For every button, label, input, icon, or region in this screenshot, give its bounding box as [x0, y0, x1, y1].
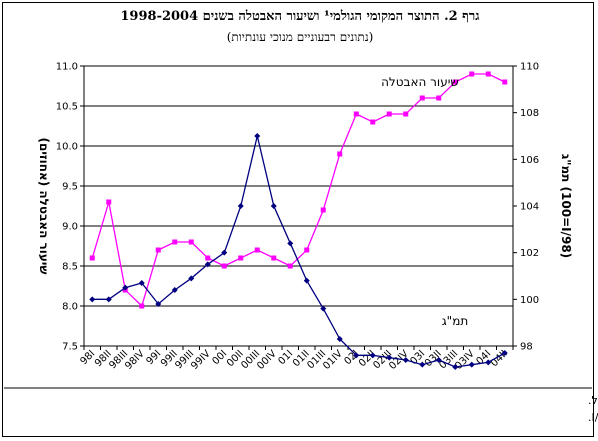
right-tick-label: 108 — [520, 108, 539, 119]
x-tick-label: 99IV — [189, 348, 213, 372]
gdp-point — [122, 284, 129, 291]
plot-area — [83, 65, 514, 347]
gdp-point — [105, 296, 112, 303]
gdp-point — [270, 203, 277, 209]
gdp-point — [369, 352, 376, 359]
unemployment-point — [469, 71, 475, 77]
unemployment-point — [304, 247, 310, 253]
x-tick-label: 00IV — [255, 348, 279, 372]
left-axis-ticks: 7.5 8.0 8.5 9.0 9.5 10.0 10.5 11.0 — [56, 62, 84, 353]
series-layer — [89, 71, 508, 370]
gdp-point — [155, 301, 162, 307]
left-tick-label: 8.5 — [62, 262, 78, 273]
unemployment-point — [155, 247, 161, 253]
unemployment-point — [221, 263, 227, 269]
right-tick-label: 100 — [520, 295, 539, 306]
x-axis-ticks: 98I98II98III98IV99I99II99III99IV00I00II0… — [79, 346, 514, 372]
chart-title: גרף 2. התוצר המקומי הגולמי¹ ושיעור האבטל… — [120, 9, 479, 24]
left-tick-label: 10.0 — [56, 142, 78, 153]
unemployment-point — [287, 263, 293, 269]
left-tick-label: 10.5 — [56, 102, 78, 113]
gdp-point — [89, 296, 96, 303]
unemployment-point — [254, 247, 260, 253]
right-axis-label: תמ"ג (100=I/98) — [559, 154, 573, 258]
gdp-point — [435, 357, 442, 363]
gdp-point — [237, 203, 244, 209]
gdp-point — [419, 361, 426, 368]
unemployment-point — [452, 79, 458, 85]
unemployment-point — [205, 255, 211, 261]
left-tick-label: 8.0 — [62, 302, 78, 313]
unemployment-point — [419, 95, 425, 101]
unemployment-line — [91, 73, 506, 308]
unemployment-point — [106, 199, 112, 205]
gdp-point — [402, 357, 409, 363]
gdp-line — [92, 135, 506, 368]
left-tick-label: 9.5 — [62, 182, 78, 193]
right-tick-label: 102 — [520, 248, 539, 259]
unemployment-point — [403, 111, 409, 117]
unemployment-series-label: שיעור האבטלה — [381, 75, 459, 89]
gdp-point — [320, 305, 327, 312]
unemployment-point — [188, 239, 194, 245]
unemployment-point — [485, 71, 491, 77]
unemployment-point — [370, 119, 376, 125]
gdp-point — [254, 133, 261, 139]
unemployment-point — [353, 111, 359, 117]
gdp-point — [188, 275, 195, 282]
gdp-point — [501, 350, 508, 356]
gdp-point — [171, 287, 178, 293]
right-tick-label: 106 — [520, 155, 539, 166]
right-tick-label: 104 — [520, 202, 539, 213]
gdp-series-label: תמ"ג — [442, 314, 469, 328]
gdp-point — [303, 277, 310, 284]
source-note: מקור: הלשכה המרכזית לסטטיסטיקה ועיבודי ב… — [588, 394, 598, 407]
left-tick-label: 11.0 — [56, 62, 78, 73]
footnote: (1) הערה לגרף: מדד 100=I/1998. — [588, 411, 598, 424]
chart-subtitle: (נתונים רבעוניים מנוכי עונתיות) — [227, 30, 374, 44]
x-tick-label: 01IV — [321, 348, 345, 372]
right-axis-ticks: 98 100 102 104 106 108 110 — [513, 62, 539, 353]
unemployment-point — [238, 255, 244, 261]
gdp-point — [138, 280, 145, 286]
right-tick-label: 98 — [520, 342, 533, 353]
unemployment-point — [172, 239, 178, 245]
gdp-point — [353, 352, 360, 359]
left-tick-label: 9.0 — [62, 222, 78, 233]
unemployment-point — [337, 151, 343, 157]
gdp-point — [221, 249, 228, 256]
x-tick-label: 04II — [489, 348, 510, 369]
unemployment-point — [271, 255, 277, 261]
chart-frame — [2, 2, 594, 437]
gridlines — [84, 65, 513, 347]
left-axis-label: שיעור האבטלה (אחוזים) — [37, 137, 51, 274]
unemployment-point — [139, 303, 145, 309]
unemployment-point — [436, 95, 442, 101]
unemployment-point — [89, 255, 95, 261]
gdp-point — [386, 354, 393, 361]
right-tick-label: 110 — [520, 62, 539, 73]
gdp-point — [485, 359, 492, 366]
gdp-point — [204, 261, 211, 268]
left-tick-label: 7.5 — [62, 342, 78, 353]
gdp-point — [336, 336, 343, 342]
unemployment-point — [320, 207, 326, 213]
gdp-point — [287, 240, 294, 247]
gdp-point — [452, 364, 459, 370]
x-tick-label: 98IV — [123, 348, 147, 372]
unemployment-point — [386, 111, 392, 117]
gdp-point — [468, 361, 475, 368]
unemployment-point — [502, 79, 508, 85]
